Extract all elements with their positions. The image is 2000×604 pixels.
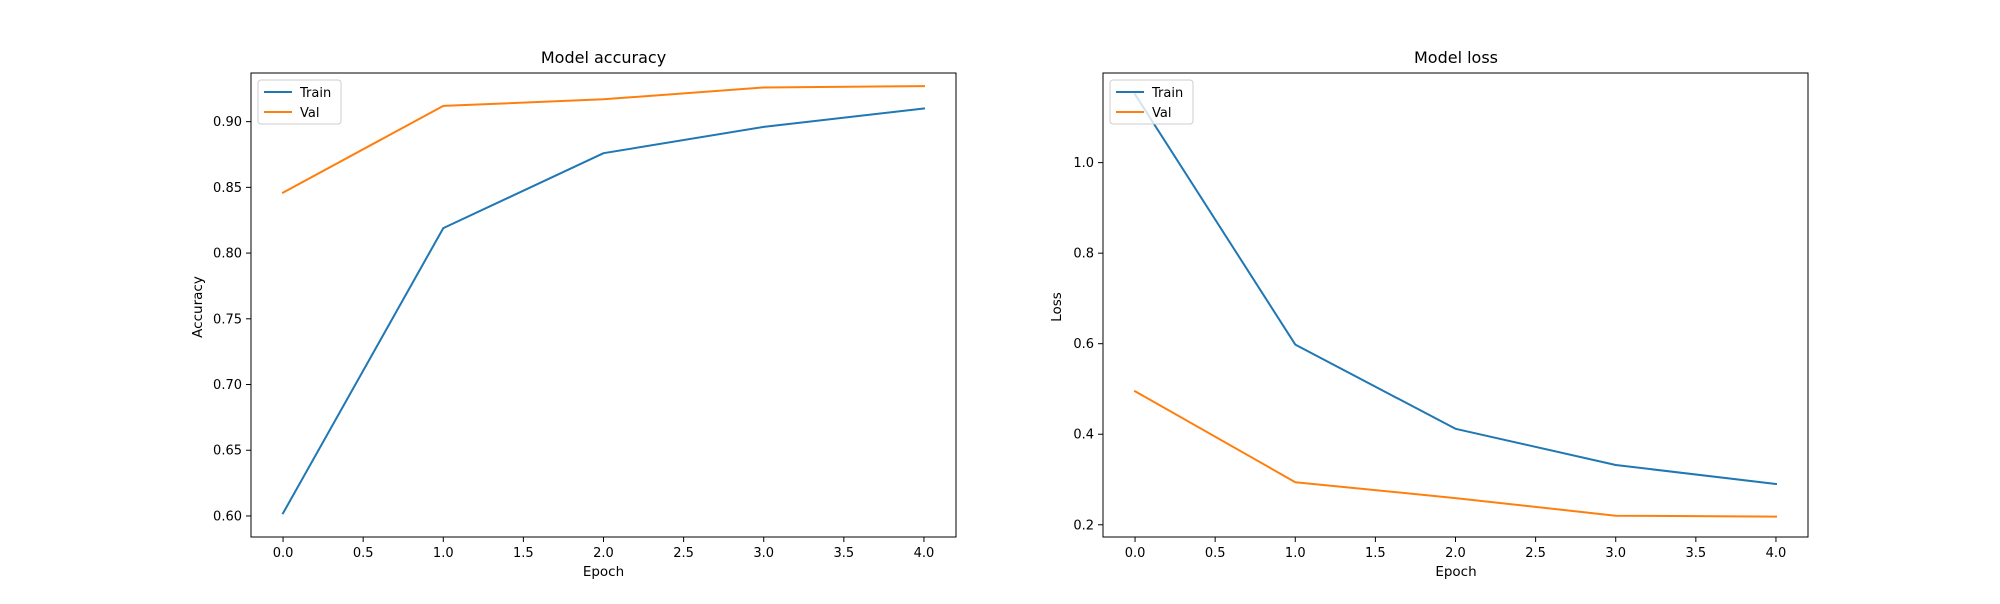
y-tick-label: 0.65	[213, 444, 242, 459]
y-tick-label: 0.2	[1073, 518, 1094, 533]
x-tick-label: 2.0	[1445, 546, 1466, 561]
x-tick-label: 2.5	[1525, 546, 1546, 561]
y-tick-label: 0.85	[213, 181, 242, 196]
x-tick-label: 1.0	[1285, 546, 1306, 561]
y-tick-label: 0.60	[213, 509, 242, 524]
x-tick-label: 3.0	[753, 546, 774, 561]
y-tick-label: 0.75	[213, 312, 242, 327]
x-tick-label: 1.0	[433, 546, 454, 561]
x-tick-label: 2.5	[673, 546, 694, 561]
x-tick-label: 3.5	[833, 546, 854, 561]
y-tick-label: 0.8	[1073, 247, 1094, 262]
chart-title: Model accuracy	[541, 48, 666, 67]
x-tick-label: 0.0	[273, 546, 294, 561]
series-line-val	[1133, 389, 1778, 518]
y-tick-label: 0.80	[213, 247, 242, 262]
y-tick-label: 0.90	[213, 115, 242, 130]
legend-label-val: Val	[300, 106, 319, 121]
x-tick-label: 3.0	[1605, 546, 1626, 561]
x-tick-label: 0.0	[1125, 546, 1146, 561]
x-tick-label: 3.5	[1685, 546, 1706, 561]
series-line-train	[1133, 92, 1778, 486]
legend-label-train: Train	[1151, 86, 1183, 101]
legend-label-val: Val	[1152, 106, 1171, 121]
x-tick-label: 2.0	[593, 546, 614, 561]
plot-frame	[250, 72, 957, 538]
x-tick-label: 0.5	[1205, 546, 1226, 561]
x-tick-label: 1.5	[513, 546, 534, 561]
x-tick-label: 4.0	[1766, 546, 1787, 561]
y-tick-label: 0.6	[1073, 337, 1094, 352]
x-axis-label: Epoch	[583, 564, 624, 580]
series-line-train	[281, 107, 926, 515]
accuracy-chart: Model accuracy Epoch Accuracy 0.0 0.5 1.0 1…	[190, 48, 957, 580]
plot-frame	[1102, 72, 1809, 538]
y-axis-label: Accuracy	[190, 276, 206, 338]
x-axis-label: Epoch	[1435, 564, 1476, 580]
chart-title: Model loss	[1414, 48, 1498, 67]
y-tick-label: 0.70	[213, 378, 242, 393]
x-tick-label: 4.0	[914, 546, 935, 561]
loss-chart: Model loss Epoch Loss 0.0 0.5 1.0 1.5 2.0 2.5…	[1049, 48, 1809, 580]
y-tick-label: 0.4	[1073, 428, 1094, 443]
x-tick-label: 1.5	[1365, 546, 1386, 561]
y-axis-label: Loss	[1049, 292, 1065, 322]
y-tick-label: 1.0	[1073, 156, 1094, 171]
x-tick-label: 0.5	[353, 546, 374, 561]
legend: Train Val	[257, 79, 342, 125]
legend: Train Val	[1109, 79, 1194, 125]
series-line-val	[281, 85, 926, 194]
legend-label-train: Train	[299, 86, 331, 101]
